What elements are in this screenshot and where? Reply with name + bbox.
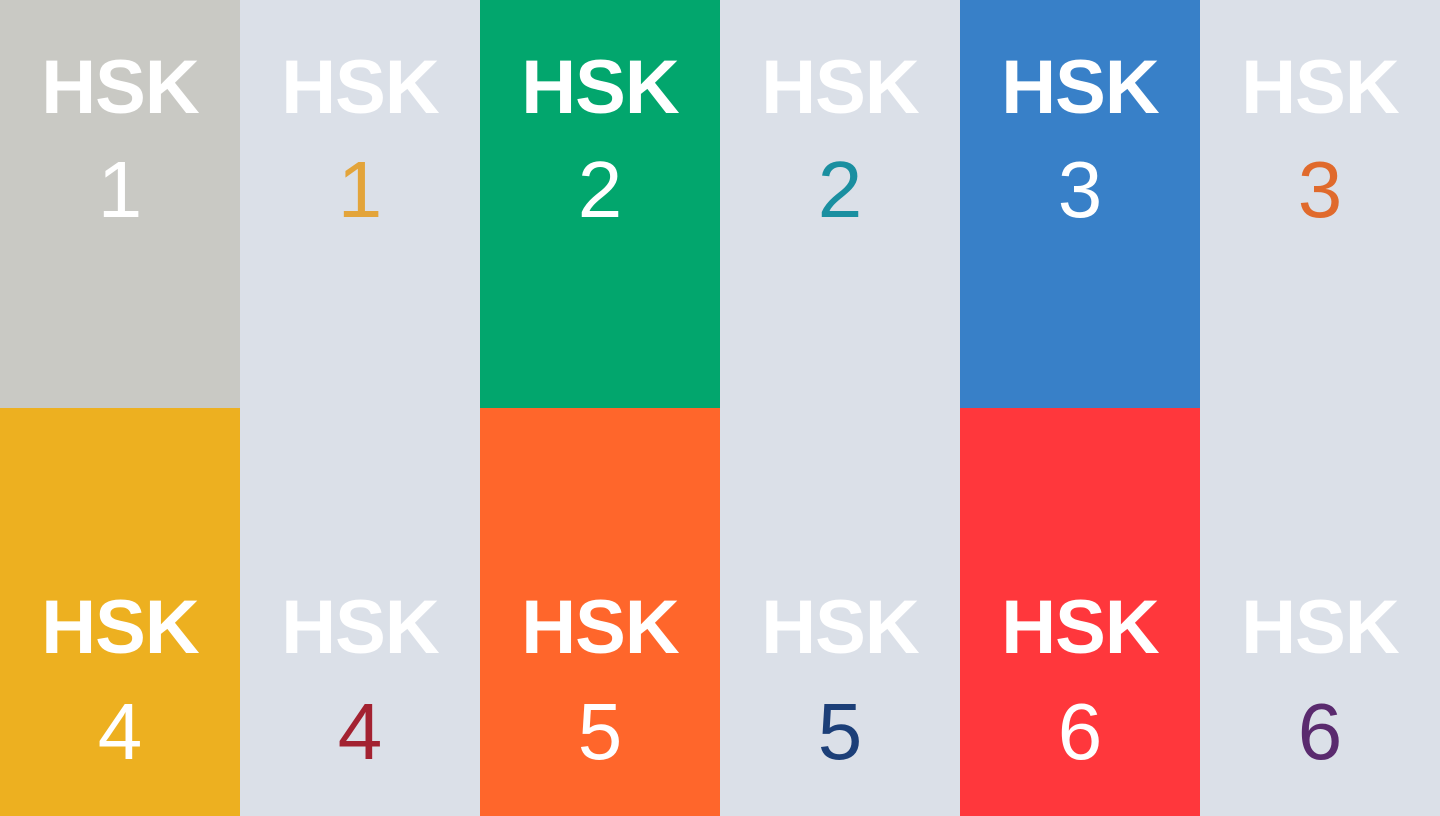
tile-number: 5 <box>577 687 623 776</box>
tile-number: 4 <box>97 687 143 776</box>
tile-number: 2 <box>817 145 863 234</box>
tile-number: 1 <box>337 145 383 234</box>
tile-label: HSK <box>521 585 679 670</box>
tile-label: HSK <box>1241 585 1399 670</box>
tile-hsk-3-light[interactable]: HSK 3 <box>1200 0 1440 408</box>
tile-label: HSK <box>281 585 439 670</box>
tile-label: HSK <box>281 45 439 130</box>
tile-hsk-1-light[interactable]: HSK 1 <box>240 0 480 408</box>
tile-label: HSK <box>1001 585 1159 670</box>
tile-number: 6 <box>1057 687 1103 776</box>
tile-number: 6 <box>1297 687 1343 776</box>
tile-hsk-2-solid[interactable]: HSK 2 <box>480 0 720 408</box>
tile-hsk-6-solid[interactable]: HSK 6 <box>960 408 1200 816</box>
tile-hsk-4-solid[interactable]: HSK 4 <box>0 408 240 816</box>
tile-hsk-6-light[interactable]: HSK 6 <box>1200 408 1440 816</box>
tile-hsk-5-light[interactable]: HSK 5 <box>720 408 960 816</box>
tile-label: HSK <box>1241 45 1399 130</box>
tile-number: 5 <box>817 687 863 776</box>
tile-label: HSK <box>41 585 199 670</box>
tile-number: 2 <box>577 145 623 234</box>
tile-number: 1 <box>97 145 143 234</box>
tile-hsk-1-solid[interactable]: HSK 1 <box>0 0 240 408</box>
tile-hsk-3-solid[interactable]: HSK 3 <box>960 0 1200 408</box>
tile-hsk-2-light[interactable]: HSK 2 <box>720 0 960 408</box>
tile-label: HSK <box>761 585 919 670</box>
tile-label: HSK <box>521 45 679 130</box>
tile-label: HSK <box>761 45 919 130</box>
tile-number: 3 <box>1057 145 1103 234</box>
tile-label: HSK <box>41 45 199 130</box>
tile-label: HSK <box>1001 45 1159 130</box>
tile-hsk-4-light[interactable]: HSK 4 <box>240 408 480 816</box>
tile-number: 4 <box>337 687 383 776</box>
tile-number: 3 <box>1297 145 1343 234</box>
tile-hsk-5-solid[interactable]: HSK 5 <box>480 408 720 816</box>
